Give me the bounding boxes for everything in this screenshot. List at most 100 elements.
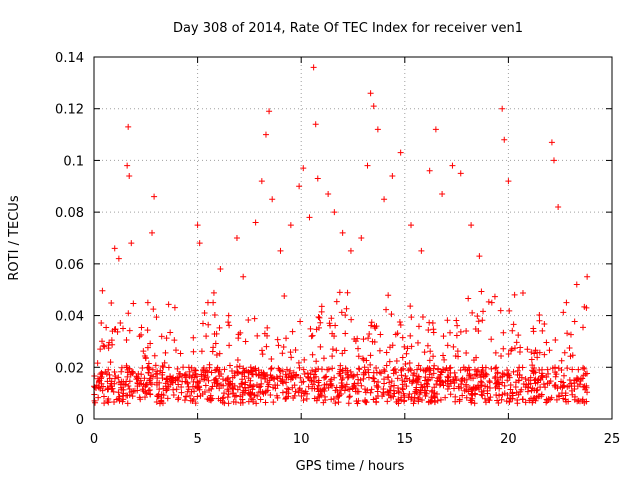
density-marker xyxy=(495,400,502,407)
density-marker xyxy=(212,376,219,383)
density-marker xyxy=(546,380,553,387)
density-marker xyxy=(504,391,511,398)
density-marker xyxy=(514,400,521,407)
density-marker xyxy=(272,385,279,392)
density-marker xyxy=(266,377,273,384)
density-marker xyxy=(317,343,324,350)
density-marker xyxy=(560,372,567,379)
density-marker xyxy=(342,312,349,319)
density-marker xyxy=(259,389,266,396)
density-marker xyxy=(478,379,485,386)
density-marker xyxy=(404,345,411,352)
density-marker xyxy=(296,364,303,371)
density-marker xyxy=(469,309,476,316)
density-marker xyxy=(401,398,408,405)
density-marker xyxy=(318,303,325,310)
density-marker xyxy=(483,371,490,378)
density-marker xyxy=(510,368,517,375)
density-marker xyxy=(513,339,520,346)
density-marker xyxy=(284,385,291,392)
scatter-point xyxy=(128,240,135,247)
density-marker xyxy=(105,345,112,352)
scatter-point xyxy=(306,214,313,221)
density-marker xyxy=(411,397,418,404)
scatter-point xyxy=(312,121,319,128)
y-tick-label: 0.12 xyxy=(55,103,84,118)
density-marker xyxy=(150,306,157,313)
density-marker xyxy=(210,289,217,296)
density-marker xyxy=(574,383,581,390)
density-marker xyxy=(194,384,201,391)
density-marker xyxy=(174,365,181,372)
density-marker xyxy=(386,379,393,386)
density-marker xyxy=(441,356,448,363)
density-marker xyxy=(261,370,268,377)
density-marker xyxy=(407,303,414,310)
density-marker xyxy=(332,322,339,329)
density-marker xyxy=(171,337,178,344)
density-marker xyxy=(333,347,340,354)
density-marker xyxy=(368,319,375,326)
density-marker xyxy=(311,371,318,378)
scatter-point xyxy=(204,299,211,306)
density-marker xyxy=(554,385,561,392)
scatter-point xyxy=(364,162,371,169)
density-marker xyxy=(117,319,124,326)
density-marker xyxy=(426,371,433,378)
density-marker xyxy=(463,349,470,356)
density-marker xyxy=(258,380,265,387)
density-marker xyxy=(444,317,451,324)
density-marker xyxy=(331,333,338,340)
density-marker xyxy=(256,384,263,391)
density-marker xyxy=(129,370,136,377)
density-marker xyxy=(415,373,422,380)
density-marker xyxy=(154,393,161,400)
density-marker xyxy=(309,381,316,388)
density-marker xyxy=(419,397,426,404)
density-marker xyxy=(511,345,518,352)
density-marker xyxy=(192,400,199,407)
density-marker xyxy=(158,333,165,340)
density-marker xyxy=(529,385,536,392)
scatter-point xyxy=(325,191,332,198)
scatter-point xyxy=(584,273,591,280)
density-marker xyxy=(322,396,329,403)
density-marker xyxy=(267,391,274,398)
density-marker xyxy=(365,374,372,381)
density-marker xyxy=(335,399,342,406)
density-marker xyxy=(454,322,461,329)
density-marker xyxy=(245,316,252,323)
scatter-point xyxy=(300,165,307,172)
density-marker xyxy=(218,371,225,378)
density-marker xyxy=(470,357,477,364)
density-marker xyxy=(139,364,146,371)
density-marker xyxy=(145,369,152,376)
density-marker xyxy=(506,395,513,402)
density-marker xyxy=(360,336,367,343)
scatter-point xyxy=(314,175,321,182)
density-marker xyxy=(402,360,409,367)
density-marker xyxy=(201,310,208,317)
density-marker xyxy=(309,367,316,374)
density-marker xyxy=(201,375,208,382)
density-marker xyxy=(138,331,145,338)
density-marker xyxy=(458,384,465,391)
density-marker xyxy=(447,391,454,398)
density-marker xyxy=(408,343,415,350)
density-marker xyxy=(541,351,548,358)
density-marker xyxy=(492,373,499,380)
density-marker xyxy=(275,342,282,349)
density-marker xyxy=(375,384,382,391)
density-marker xyxy=(561,382,568,389)
density-marker xyxy=(175,396,182,403)
density-marker xyxy=(463,381,470,388)
density-marker xyxy=(254,332,261,339)
density-marker xyxy=(329,346,336,353)
density-marker xyxy=(99,287,106,294)
density-marker xyxy=(475,327,482,334)
density-marker xyxy=(238,380,245,387)
density-marker xyxy=(494,369,501,376)
density-marker xyxy=(328,376,335,383)
density-marker xyxy=(558,367,565,374)
density-marker xyxy=(292,347,299,354)
